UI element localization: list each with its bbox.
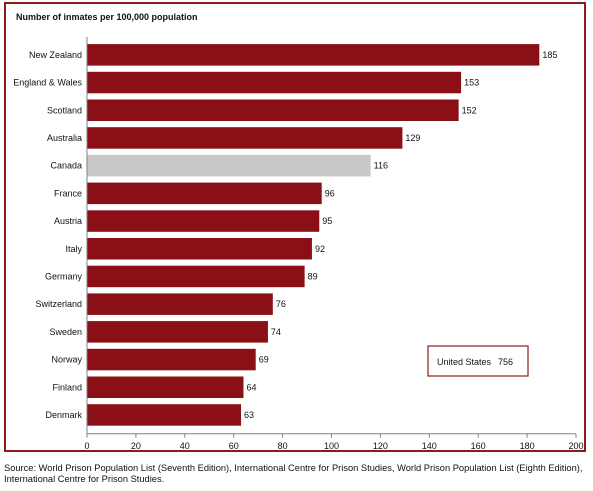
- bar-england-wales: [87, 71, 462, 94]
- data-label-france: 96: [325, 188, 335, 198]
- data-label-denmark: 63: [244, 410, 254, 420]
- category-label-australia: Australia: [47, 133, 82, 143]
- data-label-new-zealand: 185: [542, 50, 557, 60]
- bar-norway: [87, 348, 256, 371]
- x-tick-label: 140: [422, 441, 437, 450]
- category-label-finland: Finland: [52, 382, 82, 392]
- data-label-england-wales: 153: [464, 78, 479, 88]
- bar-new-zealand: [87, 44, 540, 66]
- category-label-england-wales: England & Wales: [13, 78, 82, 88]
- category-label-denmark: Denmark: [45, 410, 82, 420]
- data-label-sweden: 74: [271, 327, 281, 337]
- inset-box: [427, 345, 529, 377]
- bar-scotland: [87, 99, 459, 121]
- category-label-scotland: Scotland: [47, 105, 82, 115]
- bar-switzerland: [87, 293, 273, 315]
- data-label-finland: 64: [246, 382, 256, 392]
- bar-denmark: [87, 404, 242, 426]
- data-label-australia: 129: [405, 133, 420, 143]
- category-label-france: France: [54, 188, 82, 198]
- x-tick-label: 20: [131, 441, 141, 450]
- bar-austria: [87, 210, 320, 232]
- bar-canada: [87, 154, 371, 177]
- bar-chart: Number of inmates per 100,000 population…: [13, 12, 584, 450]
- category-label-norway: Norway: [51, 355, 82, 365]
- x-axis: 0 20 40 60 80 100 120 140 160 180 200: [84, 37, 584, 450]
- data-label-canada: 116: [374, 161, 388, 171]
- category-label-italy: Italy: [65, 244, 82, 254]
- x-tick-label: 100: [324, 441, 339, 450]
- united-states-inset: United States 756: [427, 345, 529, 377]
- x-tick-label: 200: [568, 441, 583, 450]
- source-note: Source: World Prison Population List (Se…: [4, 463, 583, 484]
- bar-australia: [87, 127, 403, 149]
- x-tick-label: 60: [229, 441, 239, 450]
- x-tick-label: 180: [520, 441, 535, 450]
- category-label-austria: Austria: [54, 216, 82, 226]
- category-label-canada: Canada: [50, 161, 82, 171]
- category-label-sweden: Sweden: [49, 327, 82, 337]
- bars-layer: New Zealand 185 England & Wales 153 Scotland…: [13, 44, 557, 426]
- bar-france: [87, 182, 322, 205]
- category-label-new-zealand: New Zealand: [29, 50, 82, 60]
- bar-sweden: [87, 321, 268, 343]
- bar-italy: [87, 238, 312, 260]
- data-label-norway: 69: [259, 355, 269, 365]
- data-label-switzerland: 76: [276, 299, 286, 309]
- chart-title: Number of inmates per 100,000 population: [16, 12, 198, 22]
- category-label-germany: Germany: [45, 271, 83, 281]
- x-tick-label: 80: [278, 441, 288, 450]
- data-label-scotland: 152: [462, 105, 477, 115]
- data-label-italy: 92: [315, 244, 325, 254]
- bar-finland: [87, 376, 244, 398]
- inset-label: United States: [437, 357, 492, 367]
- chart-frame: Number of inmates per 100,000 population…: [4, 2, 586, 452]
- data-label-austria: 95: [322, 216, 332, 226]
- x-tick-label: 0: [84, 441, 89, 450]
- x-tick-label: 40: [180, 441, 190, 450]
- bar-germany: [87, 265, 305, 288]
- category-label-switzerland: Switzerland: [35, 299, 82, 309]
- x-tick-label: 160: [471, 441, 486, 450]
- x-tick-label: 120: [373, 441, 388, 450]
- data-label-germany: 89: [308, 271, 318, 281]
- inset-value: 756: [498, 357, 513, 367]
